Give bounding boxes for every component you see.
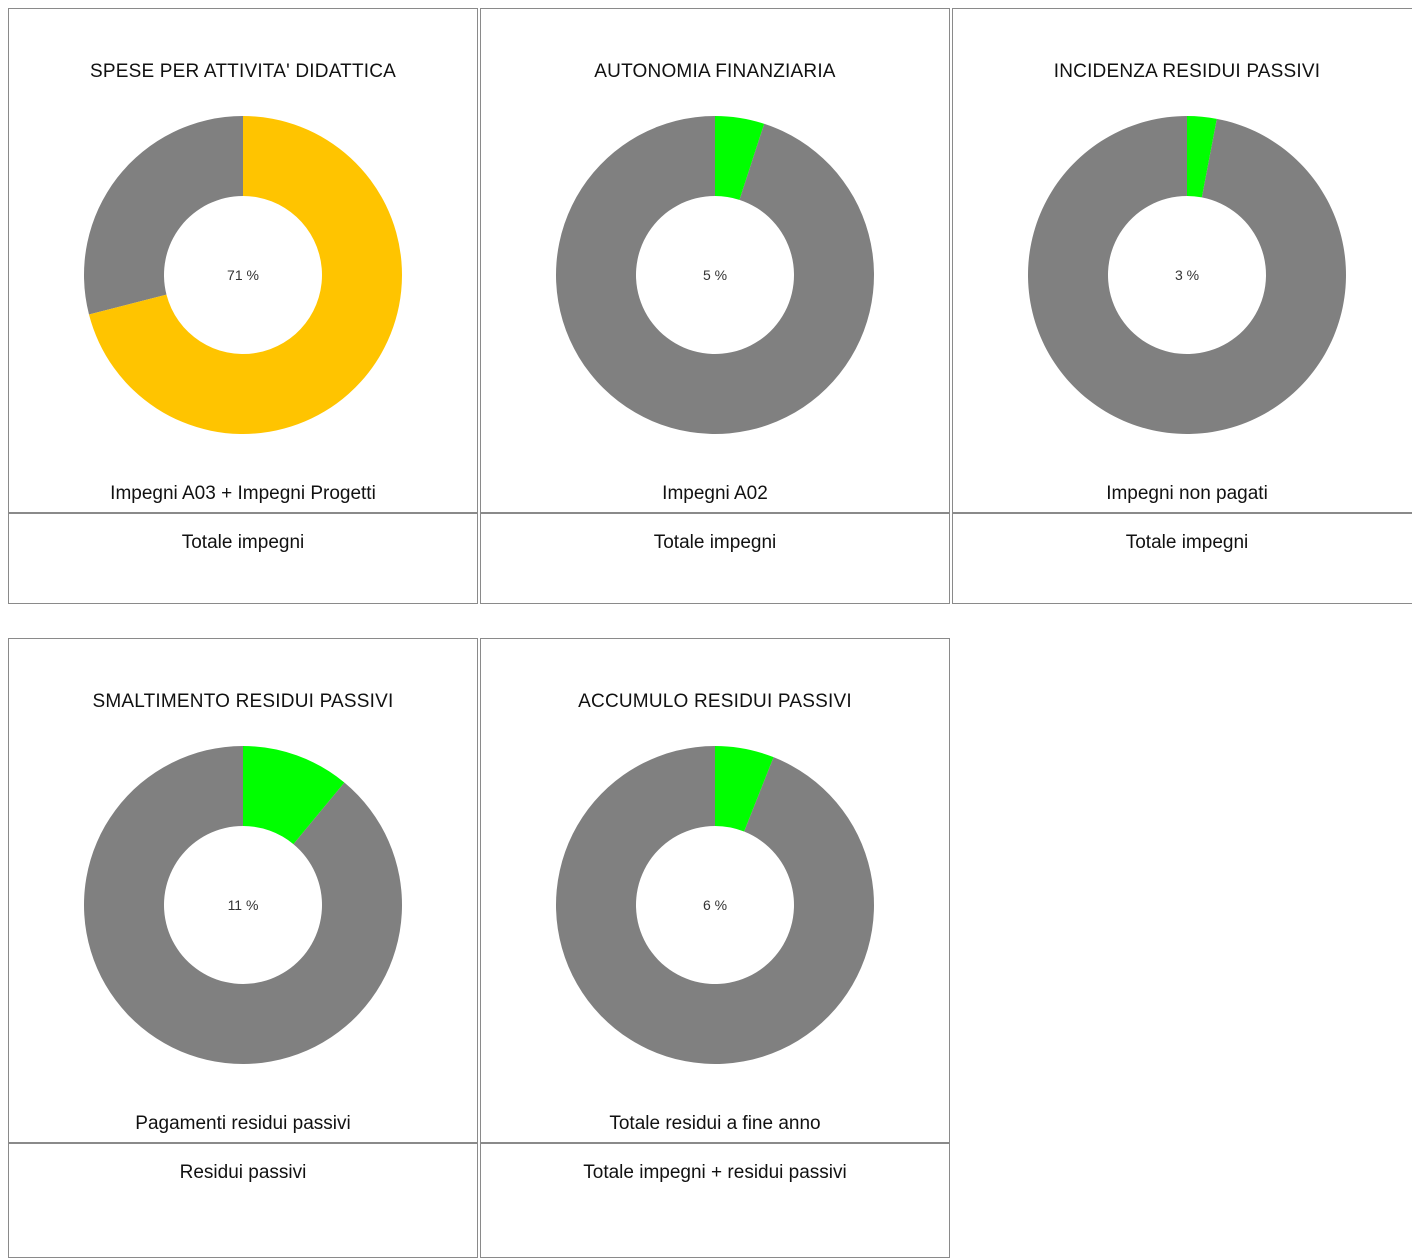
chart-title: SMALTIMENTO RESIDUI PASSIVI bbox=[92, 691, 394, 712]
divider bbox=[481, 512, 949, 514]
denominator-label: Totale impegni bbox=[653, 532, 777, 553]
chart-panel-accumulo-residui: ACCUMULO RESIDUI PASSIVI 6 % Totale resi… bbox=[480, 638, 950, 1258]
donut-chart: 71 % bbox=[84, 116, 403, 435]
numerator-label: Impegni A02 bbox=[662, 483, 768, 504]
donut-center-label: 3 % bbox=[1175, 267, 1199, 283]
donut-center-label: 5 % bbox=[703, 267, 727, 283]
divider bbox=[9, 512, 477, 514]
donut-slice-rest bbox=[556, 116, 874, 435]
donut-slice-value bbox=[715, 116, 765, 200]
donut-slice-rest bbox=[1028, 116, 1346, 434]
divider bbox=[9, 1142, 477, 1144]
chart-panel-spese-didattica: SPESE PER ATTIVITA' DIDATTICA 71 % Impeg… bbox=[8, 8, 478, 604]
donut-center-label: 11 % bbox=[228, 897, 259, 913]
donut-chart: 11 % bbox=[83, 746, 402, 1064]
donut-chart: 3 % bbox=[1028, 116, 1346, 434]
denominator-label: Totale impegni bbox=[1125, 532, 1249, 553]
chart-panel-incidenza-residui: INCIDENZA RESIDUI PASSIVI 3 % Impegni no… bbox=[952, 8, 1412, 604]
donut-center-label: 6 % bbox=[703, 897, 727, 913]
denominator-label: Totale impegni bbox=[181, 532, 305, 553]
donut-center-label: 71 % bbox=[227, 267, 259, 283]
divider bbox=[481, 1142, 949, 1144]
donut-slice-value bbox=[715, 746, 774, 832]
numerator-label: Pagamenti residui passivi bbox=[135, 1113, 351, 1134]
numerator-label: Totale residui a fine anno bbox=[609, 1113, 821, 1134]
chart-panel-autonomia-finanziaria: AUTONOMIA FINANZIARIA 5 % Impegni A02 To… bbox=[480, 8, 950, 604]
chart-title: SPESE PER ATTIVITA' DIDATTICA bbox=[89, 61, 397, 82]
numerator-label: Impegni non pagati bbox=[1106, 483, 1268, 504]
chart-title: INCIDENZA RESIDUI PASSIVI bbox=[1053, 61, 1321, 82]
donut-chart: 5 % bbox=[556, 116, 874, 435]
donut-slice-rest bbox=[556, 746, 874, 1064]
donut-slice-rest bbox=[84, 116, 244, 315]
denominator-label: Residui passivi bbox=[179, 1162, 307, 1183]
donut-chart: 6 % bbox=[556, 746, 874, 1064]
donut-slice-value bbox=[88, 116, 403, 435]
chart-title: ACCUMULO RESIDUI PASSIVI bbox=[578, 691, 852, 712]
denominator-label: Totale impegni + residui passivi bbox=[583, 1162, 847, 1183]
chart-title: AUTONOMIA FINANZIARIA bbox=[594, 61, 836, 82]
numerator-label: Impegni A03 + Impegni Progetti bbox=[110, 483, 376, 504]
donut-slice-value bbox=[243, 746, 345, 845]
donut-slice-rest bbox=[83, 746, 402, 1064]
donut-slice-value bbox=[1187, 116, 1217, 198]
divider bbox=[953, 512, 1412, 514]
chart-panel-smaltimento-residui: SMALTIMENTO RESIDUI PASSIVI 11 % Pagamen… bbox=[8, 638, 478, 1258]
